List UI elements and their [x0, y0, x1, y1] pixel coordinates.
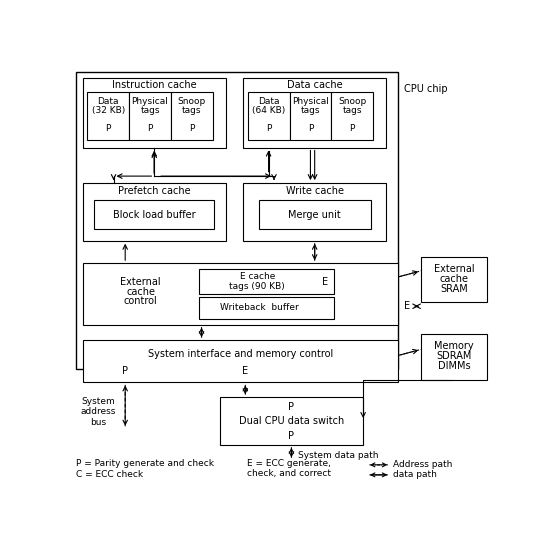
Text: tags: tags	[343, 106, 362, 115]
Bar	[220, 397, 363, 445]
Text: P = Parity generate and check: P = Parity generate and check	[76, 459, 214, 468]
Text: Memory: Memory	[434, 340, 474, 350]
Text: P: P	[308, 124, 313, 133]
Text: Address path: Address path	[393, 460, 452, 469]
Text: P: P	[147, 124, 153, 133]
Bar	[289, 92, 332, 140]
Text: Block load buffer: Block load buffer	[113, 210, 195, 219]
Bar	[87, 92, 129, 140]
Text: CPU chip: CPU chip	[404, 84, 448, 94]
Text: control: control	[124, 296, 158, 306]
Bar	[82, 340, 398, 382]
Text: Data: Data	[258, 97, 279, 106]
Text: cache: cache	[126, 287, 155, 296]
Bar	[94, 200, 214, 229]
Text: P: P	[105, 124, 111, 133]
Text: tags: tags	[182, 106, 201, 115]
Text: tags: tags	[140, 106, 160, 115]
Text: Writeback  buffer: Writeback buffer	[220, 303, 298, 312]
Bar	[421, 334, 487, 380]
Text: E: E	[242, 366, 248, 376]
Text: Prefetch cache: Prefetch cache	[118, 186, 191, 196]
Text: Data cache: Data cache	[287, 80, 343, 90]
Text: P: P	[288, 431, 294, 441]
Text: P: P	[288, 402, 294, 412]
Text: cache: cache	[440, 273, 469, 283]
Bar	[129, 92, 171, 140]
Text: Write cache: Write cache	[285, 186, 344, 196]
Bar	[243, 78, 386, 147]
Text: Snoop: Snoop	[338, 97, 366, 106]
Text: External: External	[434, 263, 474, 273]
Text: (64 KB): (64 KB)	[252, 106, 285, 115]
Text: System
address
bus: System address bus	[80, 397, 116, 427]
Text: P: P	[350, 124, 355, 133]
Bar	[243, 183, 386, 241]
Bar	[421, 257, 487, 301]
Text: (32 KB): (32 KB)	[92, 106, 125, 115]
Text: E = ECC generate,: E = ECC generate,	[247, 459, 330, 468]
Bar	[82, 263, 398, 324]
Bar	[82, 183, 226, 241]
Text: data path: data path	[393, 470, 436, 480]
Text: P: P	[266, 124, 271, 133]
Text: Snoop: Snoop	[178, 97, 206, 106]
Bar	[332, 92, 373, 140]
Text: SRAM: SRAM	[440, 284, 468, 294]
Text: DIMMs: DIMMs	[438, 361, 470, 371]
Text: P: P	[122, 366, 128, 376]
Text: Merge unit: Merge unit	[288, 210, 341, 219]
Text: tags: tags	[301, 106, 320, 115]
Text: Instruction cache: Instruction cache	[112, 80, 197, 90]
Text: E: E	[404, 301, 410, 311]
Text: P: P	[189, 124, 194, 133]
Text: E cache
tags (90 KB): E cache tags (90 KB)	[229, 272, 285, 292]
Bar	[76, 72, 398, 369]
Bar	[82, 78, 226, 147]
Text: SDRAM: SDRAM	[436, 350, 472, 360]
Text: External: External	[120, 277, 161, 287]
Bar	[171, 92, 213, 140]
Bar	[199, 297, 334, 318]
Text: C = ECC check: C = ECC check	[76, 470, 143, 478]
Bar	[259, 200, 371, 229]
Text: Data: Data	[97, 97, 119, 106]
Bar	[248, 92, 289, 140]
Text: check, and correct: check, and correct	[247, 469, 331, 478]
Text: Physical: Physical	[292, 97, 329, 106]
Text: Physical: Physical	[132, 97, 169, 106]
Bar	[199, 270, 334, 294]
Text: E: E	[322, 277, 328, 287]
Text: Dual CPU data switch: Dual CPU data switch	[239, 416, 344, 426]
Text: System interface and memory control: System interface and memory control	[148, 349, 333, 359]
Text: System data path: System data path	[298, 451, 378, 460]
